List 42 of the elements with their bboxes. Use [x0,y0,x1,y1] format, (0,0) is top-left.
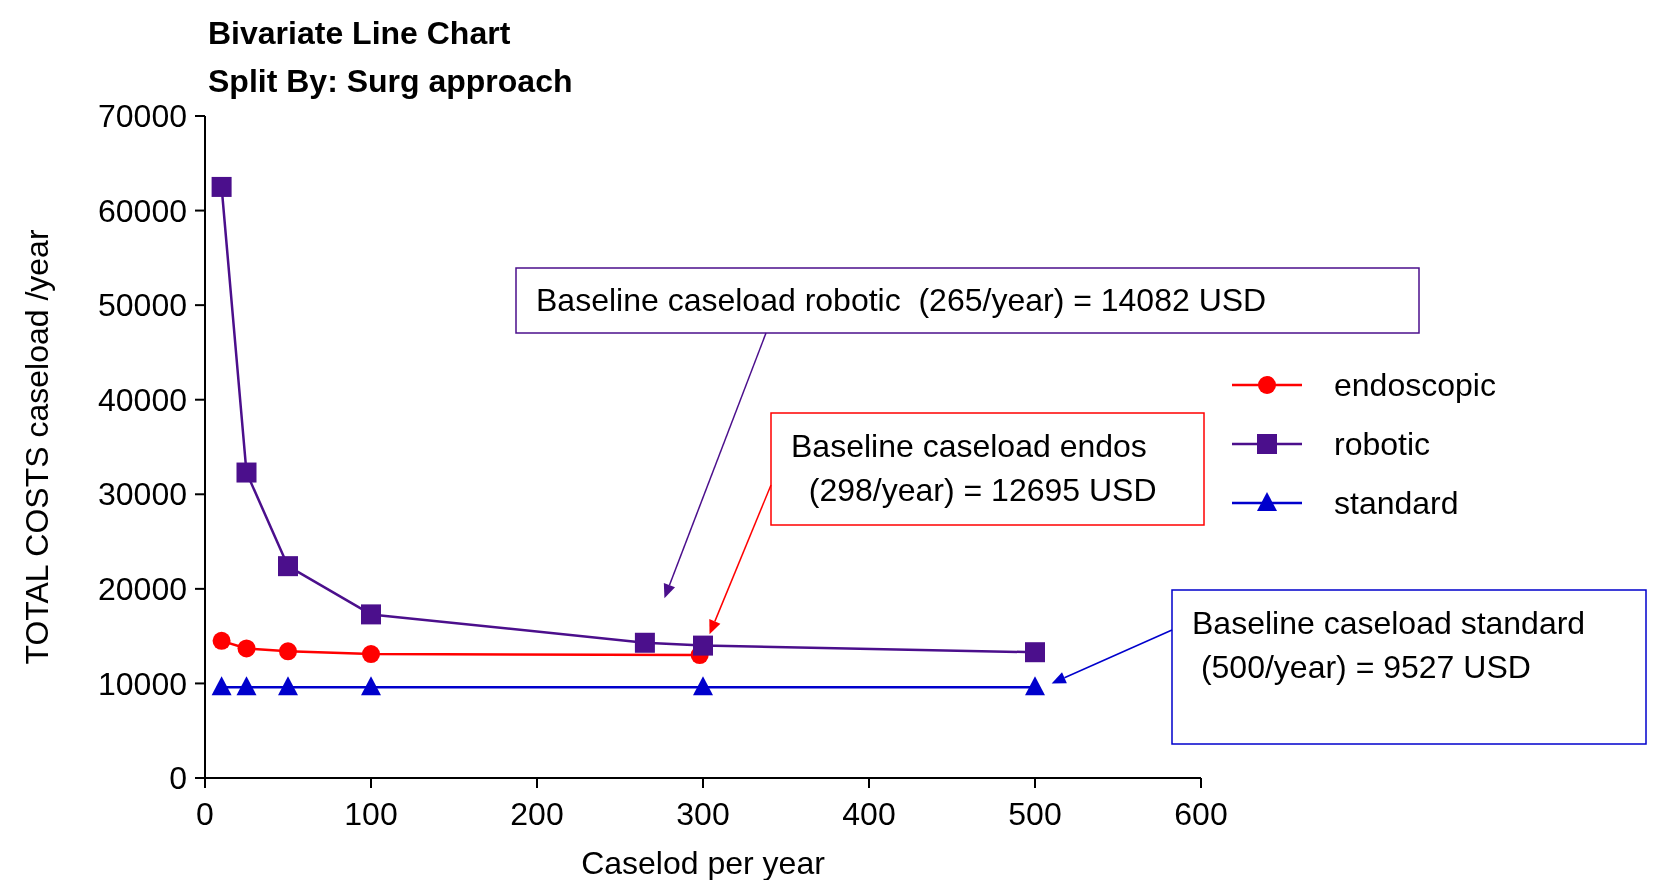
point [693,676,713,696]
point [278,676,298,696]
point [237,639,256,658]
x-tick-label: 300 [676,796,730,832]
point [236,462,257,483]
point [278,556,298,577]
x-axis-title: Caselod per year [581,845,826,881]
y-tick-label: 10000 [98,665,187,702]
y-tick-label: 50000 [98,287,187,324]
y-tick-label: 30000 [98,476,187,513]
x-tick-label: 500 [1008,796,1062,832]
point [1025,676,1045,696]
point [236,676,257,696]
x-tick-label: 200 [510,796,564,832]
x-tick-label: 100 [344,796,398,832]
point [279,642,297,661]
legend-label: robotic [1334,426,1431,463]
y-tick-label: 40000 [98,381,187,418]
x-tick-label: 400 [842,796,896,832]
chart-title: Bivariate Line Chart [208,15,511,51]
annotation: Baseline caseload robotic (265/year) = 14082 USD [536,282,1267,318]
point [361,676,381,696]
point [634,632,655,653]
x-tick-label: 600 [1174,796,1228,832]
point [211,676,232,696]
y-tick-label: 70000 [98,98,187,135]
y-axis-title: TOTAL COSTS caseload /year [19,229,55,665]
x-tick-label: 0 [196,796,214,832]
point [693,635,713,656]
chart-subtitle: Split By: Surg approach [208,63,573,99]
point [211,176,232,197]
y-tick-label: 20000 [98,571,187,608]
point [361,604,381,625]
annotation: Baseline caseload endos (298/year) = 12695 USD [791,428,1157,508]
point [1025,642,1045,663]
annotation: Baseline caseload standard (500/year) = 9527 USD [1192,605,1586,685]
legend-label: standard [1334,485,1459,522]
y-tick-label: 60000 [98,192,187,229]
y-tick-label: 0 [169,760,187,797]
point [212,631,231,650]
legend-label: endoscopic [1334,367,1496,404]
point [362,645,380,664]
